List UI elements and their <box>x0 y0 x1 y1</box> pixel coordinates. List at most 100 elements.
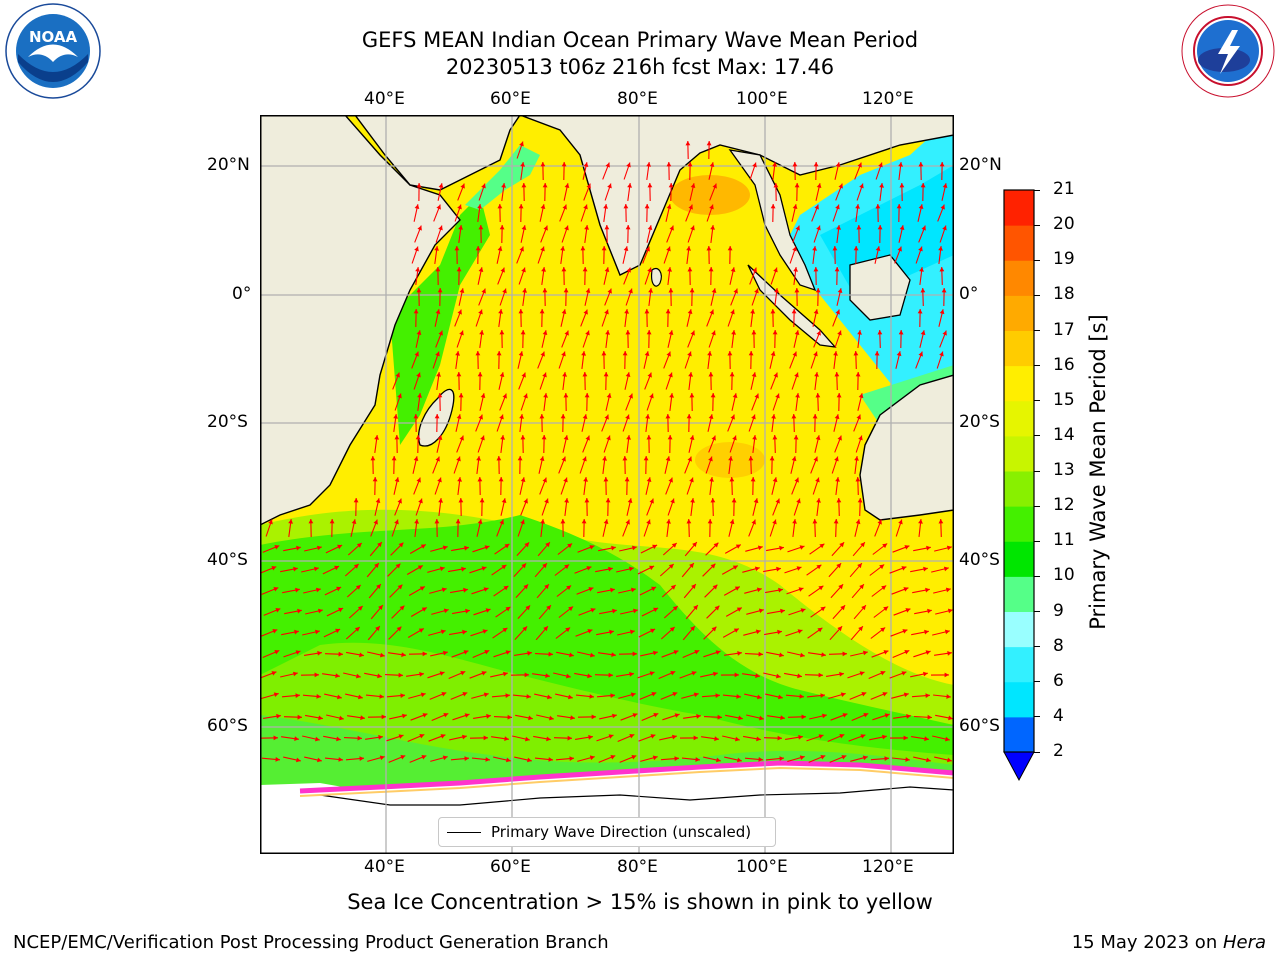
wave-direction-arrowhead <box>542 330 548 335</box>
wave-direction-arrowhead <box>898 330 904 335</box>
wave-direction-arrowhead <box>838 183 843 189</box>
wave-direction-arrowhead <box>603 519 609 524</box>
wave-direction-arrowhead <box>567 735 572 741</box>
wave-direction-arrowhead <box>608 672 613 678</box>
wave-direction-arrowhead <box>925 693 930 698</box>
wave-direction-arrowhead <box>813 162 819 167</box>
wave-direction-arrows <box>260 140 953 763</box>
wave-direction-arrowhead <box>837 626 843 632</box>
wave-direction-arrowhead <box>792 204 798 209</box>
wave-direction-arrowhead <box>820 693 825 698</box>
wave-direction-arrowhead <box>625 330 631 335</box>
wave-direction-arrowhead <box>647 225 653 230</box>
wave-direction-arrowhead <box>821 652 826 657</box>
wave-direction-arrowhead <box>668 564 674 569</box>
wave-direction-arrowhead <box>607 183 612 189</box>
wave-direction-arrowhead <box>476 456 481 461</box>
colorbar-tick-mark <box>1034 470 1040 472</box>
wave-direction-arrowhead <box>778 587 783 593</box>
lat-label-right-20n: 20°N <box>959 155 1002 175</box>
wave-direction-arrowhead <box>378 605 383 610</box>
wave-direction-arrowhead <box>855 519 861 525</box>
wave-direction-arrowhead <box>756 587 762 593</box>
wave-direction-arrowhead <box>758 608 764 614</box>
coastal-band-east-africa <box>390 195 490 445</box>
wave-direction-arrowhead <box>539 309 545 314</box>
wave-direction-arrowhead <box>755 629 761 635</box>
wave-direction-arrowhead <box>527 650 532 656</box>
wave-direction-arrowhead <box>625 372 631 377</box>
wave-direction-arrowhead <box>878 162 883 168</box>
wave-direction-arrowhead <box>881 585 887 591</box>
wave-direction-arrowhead <box>690 225 695 231</box>
wave-direction-arrowhead <box>666 351 671 357</box>
wave-direction-arrowhead <box>519 141 524 147</box>
wave-direction-arrowhead <box>625 414 630 420</box>
wave-direction-arrowhead <box>609 629 614 635</box>
colorbar-tick-mark <box>1034 435 1040 437</box>
wave-direction-arrowhead <box>519 414 524 419</box>
wave-direction-arrowhead <box>434 246 439 251</box>
wave-direction-arrowhead <box>543 225 548 231</box>
wave-direction-arrowhead <box>693 735 698 741</box>
colorbar-tick-mark <box>1034 646 1040 648</box>
wave-direction-arrowhead <box>524 672 529 678</box>
wave-direction-arrowhead <box>569 756 574 761</box>
wave-direction-arrowhead <box>643 456 649 461</box>
wave-direction-arrowhead <box>434 519 440 524</box>
wave-direction-arrowhead <box>457 204 462 210</box>
wave-direction-arrowhead <box>394 477 400 482</box>
wave-direction-arrowhead <box>668 477 673 483</box>
wave-direction-arrowhead <box>713 671 718 677</box>
wave-direction-arrowhead <box>295 693 300 698</box>
legend-label: Primary Wave Direction (unscaled) <box>491 823 752 841</box>
wave-direction-arrowhead <box>924 629 929 635</box>
wave-direction-arrowhead <box>356 673 361 679</box>
wave-direction-arrowhead <box>645 414 650 419</box>
wave-direction-arrowhead <box>713 542 719 548</box>
wave-direction-arrowhead <box>568 606 574 612</box>
wave-direction-arrowhead <box>879 564 885 570</box>
wave-direction-arrowhead <box>563 477 568 483</box>
wave-direction-arrowhead <box>486 713 491 719</box>
wave-direction-arrowhead <box>794 372 799 378</box>
wave-direction-arrowhead <box>794 183 800 188</box>
wave-direction-arrowhead <box>462 629 467 635</box>
wave-direction-arrowhead <box>604 414 609 420</box>
wave-direction-arrowhead <box>729 477 735 482</box>
wave-direction-arrowhead <box>938 519 944 524</box>
wave-direction-arrowhead <box>393 414 398 419</box>
wave-direction-arrowhead <box>413 414 419 419</box>
wave-direction-arrowhead <box>801 714 806 720</box>
wave-direction-arrowhead <box>338 757 343 762</box>
wave-direction-arrowhead <box>539 414 545 419</box>
wave-direction-arrowhead <box>353 498 359 503</box>
wave-direction-arrowhead <box>772 477 778 483</box>
wave-direction-arrowhead <box>857 563 862 569</box>
sea-ice-note: Sea Ice Concentration > 15% is shown in … <box>347 890 933 914</box>
wave-direction-arrowhead <box>565 627 571 633</box>
wave-direction-arrowhead <box>696 714 701 719</box>
wave-direction-arrowhead <box>414 519 419 524</box>
wave-direction-arrowhead <box>939 309 945 315</box>
wave-direction-arrowhead <box>315 629 320 635</box>
wave-direction-arrowhead <box>583 162 589 167</box>
wave-direction-arrowhead <box>710 225 715 230</box>
wave-direction-arrowhead <box>521 225 527 230</box>
wave-direction-arrowhead <box>943 566 949 572</box>
lat-label-right-40s: 40°S <box>959 550 1000 570</box>
wave-direction-arrowhead <box>686 246 691 251</box>
wave-direction-arrowhead <box>647 267 652 273</box>
wave-direction-arrowhead <box>835 477 840 482</box>
wave-direction-arrowhead <box>882 543 888 549</box>
wave-direction-arrowhead <box>629 566 634 572</box>
wave-direction-arrowhead <box>692 542 697 547</box>
colorbar-tick-label: 9 <box>1053 600 1064 621</box>
wave-direction-arrowhead <box>484 650 490 655</box>
wave-direction-arrowhead <box>674 756 679 761</box>
wave-direction-arrowhead <box>653 607 659 613</box>
wave-direction-arrowhead <box>436 204 441 210</box>
wave-direction-arrowhead <box>770 204 776 209</box>
wave-direction-arrowhead <box>646 162 651 167</box>
wave-direction-arrowhead <box>610 693 615 698</box>
